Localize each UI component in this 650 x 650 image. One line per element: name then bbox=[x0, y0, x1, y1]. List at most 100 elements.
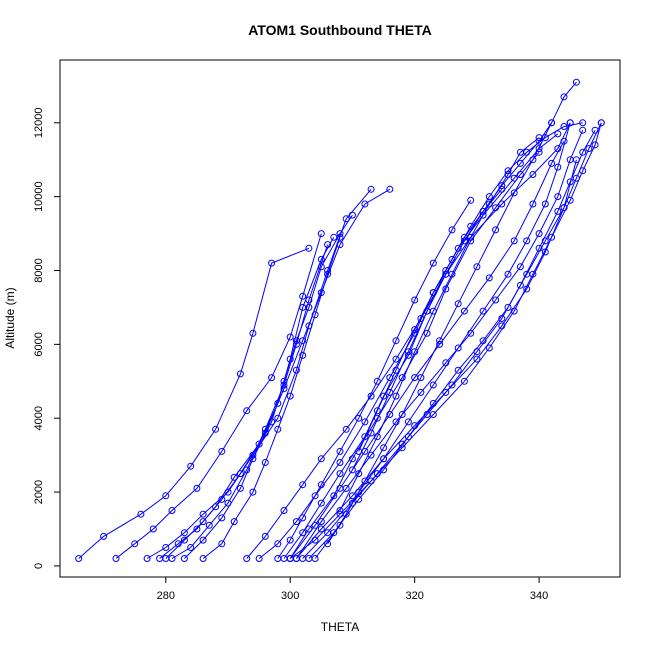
data-point bbox=[342, 510, 350, 518]
data-point bbox=[112, 555, 120, 562]
data-point bbox=[380, 444, 388, 452]
series-1 bbox=[75, 244, 313, 562]
data-point bbox=[311, 492, 319, 500]
data-point bbox=[541, 134, 549, 142]
data-point bbox=[548, 159, 556, 167]
data-point bbox=[535, 145, 543, 153]
series-line bbox=[258, 133, 559, 559]
data-point bbox=[529, 156, 537, 164]
data-point bbox=[336, 521, 344, 529]
data-point bbox=[485, 193, 493, 201]
series-line bbox=[146, 188, 372, 559]
data-point bbox=[137, 510, 145, 518]
series-line bbox=[159, 237, 335, 559]
data-point bbox=[336, 470, 344, 478]
data-point bbox=[255, 555, 263, 562]
data-point bbox=[280, 377, 288, 385]
data-point bbox=[380, 466, 388, 474]
data-point bbox=[566, 178, 574, 186]
data-point bbox=[516, 281, 524, 289]
data-point bbox=[355, 495, 363, 503]
x-tick-label: 320 bbox=[405, 590, 423, 602]
data-point bbox=[541, 200, 549, 208]
data-point bbox=[299, 514, 307, 522]
data-point bbox=[535, 230, 543, 238]
data-point bbox=[261, 532, 269, 540]
data-point bbox=[168, 555, 176, 562]
data-point bbox=[299, 481, 307, 489]
series-21 bbox=[324, 78, 580, 548]
data-point bbox=[510, 189, 518, 197]
data-point bbox=[199, 510, 207, 518]
series-line bbox=[289, 140, 565, 559]
data-point bbox=[305, 296, 313, 304]
series-7 bbox=[180, 211, 356, 562]
data-point bbox=[268, 418, 276, 426]
data-point bbox=[417, 388, 425, 396]
data-point bbox=[516, 171, 524, 178]
data-point bbox=[230, 518, 238, 526]
data-point bbox=[392, 392, 400, 400]
data-point bbox=[579, 126, 587, 134]
x-tick-label: 280 bbox=[157, 590, 175, 602]
data-point bbox=[311, 521, 319, 529]
data-point bbox=[336, 230, 344, 238]
series-5 bbox=[162, 185, 394, 562]
data-point bbox=[510, 307, 518, 315]
data-point bbox=[417, 374, 425, 382]
y-axis: 0 2000 4000 6000 8000 10000 12000 bbox=[33, 107, 61, 569]
data-point bbox=[274, 414, 282, 422]
data-point bbox=[162, 544, 170, 551]
data-point bbox=[324, 241, 332, 249]
data-point bbox=[299, 529, 307, 537]
data-point bbox=[199, 536, 207, 544]
data-point bbox=[317, 518, 325, 526]
data-point bbox=[361, 418, 369, 426]
series-line bbox=[184, 214, 353, 559]
data-point bbox=[168, 507, 176, 514]
data-point bbox=[305, 303, 313, 311]
data-point bbox=[367, 185, 375, 193]
y-tick-label: 4000 bbox=[33, 406, 45, 430]
data-point bbox=[404, 348, 412, 356]
data-point bbox=[187, 462, 195, 470]
data-point bbox=[361, 200, 369, 208]
data-point bbox=[336, 459, 344, 466]
data-point bbox=[205, 521, 213, 529]
data-point bbox=[286, 536, 294, 544]
data-point bbox=[448, 226, 456, 234]
data-point bbox=[597, 119, 605, 127]
data-point bbox=[243, 407, 251, 415]
data-point bbox=[404, 433, 412, 441]
data-point bbox=[485, 274, 493, 282]
data-point bbox=[336, 507, 344, 514]
data-point bbox=[554, 207, 562, 215]
data-point bbox=[442, 388, 450, 396]
data-point bbox=[236, 470, 244, 478]
data-point bbox=[274, 425, 282, 433]
data-point bbox=[566, 119, 574, 127]
data-point bbox=[292, 518, 300, 526]
data-point bbox=[355, 470, 363, 478]
data-point bbox=[392, 366, 400, 374]
data-point bbox=[467, 233, 475, 241]
data-point bbox=[75, 555, 83, 562]
data-point bbox=[585, 145, 593, 153]
series-12 bbox=[280, 185, 506, 562]
data-point bbox=[516, 159, 524, 167]
data-point bbox=[236, 370, 244, 378]
data-point bbox=[249, 329, 257, 337]
series-line bbox=[283, 188, 503, 559]
data-point bbox=[560, 93, 568, 101]
x-axis-label: THETA bbox=[321, 620, 359, 634]
data-point bbox=[311, 311, 319, 319]
data-point bbox=[541, 237, 549, 245]
data-point bbox=[392, 337, 400, 345]
data-point bbox=[572, 174, 580, 182]
data-point bbox=[311, 555, 319, 562]
data-point bbox=[579, 119, 587, 127]
data-point bbox=[305, 244, 313, 252]
data-point bbox=[212, 503, 220, 511]
series-24 bbox=[355, 119, 587, 455]
chart-title: ATOM1 Southbound THETA bbox=[248, 22, 432, 38]
